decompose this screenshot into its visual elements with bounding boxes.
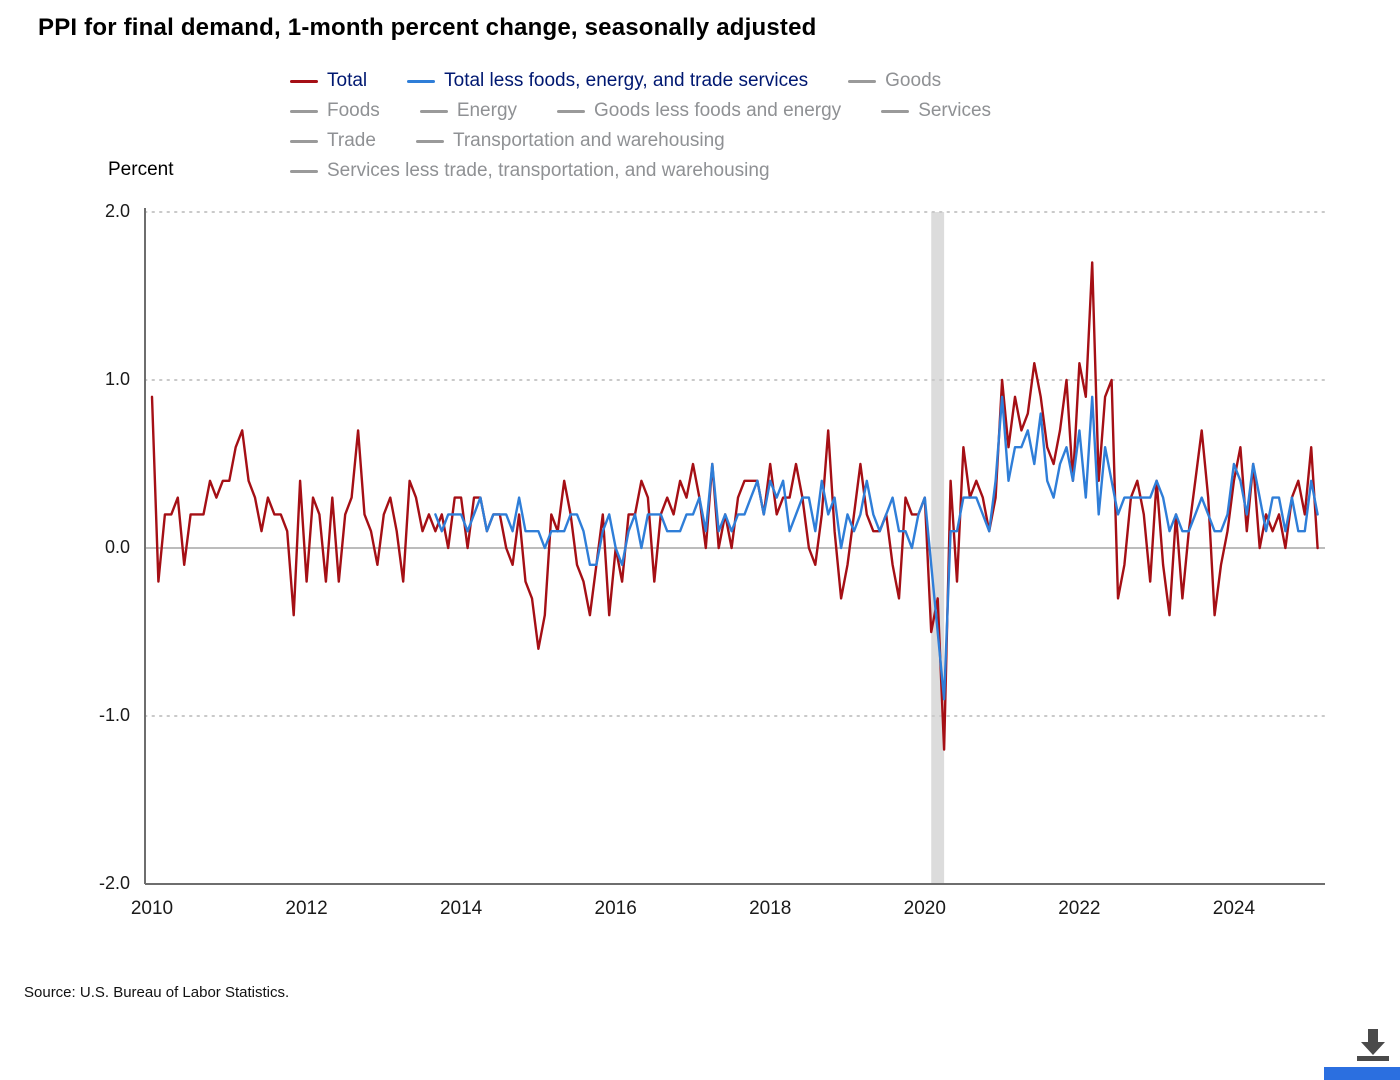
legend-item-services[interactable]: Services [881,100,991,122]
legend-swatch-icon [881,109,910,113]
legend-swatch-icon [848,79,877,83]
legend: Total Total less foods, energy, and trade… [290,66,991,186]
legend-swatch-icon [419,109,448,113]
x-tick-label: 2016 [594,898,637,919]
legend-row: Total Total less foods, energy, and trade… [290,66,991,96]
source-note: Source: U.S. Bureau of Labor Statistics. [24,984,290,1001]
legend-swatch-icon [407,79,436,83]
x-tick-label: 2014 [439,898,483,919]
legend-row: Foods Energy Goods less foods and energy Se… [290,96,991,126]
x-tick-label: 2010 [130,898,174,919]
y-axis-unit-label: Percent [108,159,174,180]
legend-item-goods[interactable]: Goods [848,70,941,92]
legend-item-label: Total less foods, energy, and trade serv… [444,70,809,91]
series-total [150,261,1319,751]
legend-item-goods-less-foods-and-energy[interactable]: Goods less foods and energy [557,100,841,122]
legend-swatch-icon [557,109,586,113]
legend-item-foods[interactable]: Foods [290,100,380,122]
bottom-right-blue-bar [1324,1067,1400,1080]
legend-item-transportation-and-warehousing[interactable]: Transportation and warehousing [415,130,725,152]
legend-swatch-icon [290,79,318,83]
legend-item-total[interactable]: Total [290,70,367,92]
legend-item-services-less-trade-transportation-and-warehousing[interactable]: Services less trade, transportation, and… [290,160,770,182]
download-button[interactable] [1350,1026,1396,1066]
page-title: PPI for final demand, 1-month percent ch… [38,14,817,41]
legend-item-label: Total [327,70,368,91]
legend-swatch-icon [290,109,318,113]
y-tick-label: 1.0 [104,369,130,389]
download-icon [1357,1028,1389,1061]
y-tick-label: -2.0 [98,873,130,893]
y-tick-label: -1.0 [98,705,130,725]
legend-item-trade[interactable]: Trade [290,130,376,152]
legend-row: Trade Transportation and warehousing [290,126,991,156]
y-tick-label: 2.0 [104,201,130,221]
legend-item-label: Services [918,100,992,121]
legend-item-label: Foods [327,100,380,121]
legend-swatch-icon [290,169,318,173]
x-tick-label: 2020 [903,898,946,919]
legend-row: Services less trade, transportation, and… [290,156,991,186]
legend-item-label: Goods less foods and energy [594,100,842,121]
series-total-less-foods-energy-and-trade-services [434,395,1319,701]
x-tick-label: 2018 [749,898,792,919]
legend-item-label: Energy [456,100,518,121]
x-tick-label: 2012 [285,898,328,919]
legend-item-energy[interactable]: Energy [419,100,518,122]
y-tick-label: 0.0 [104,537,130,557]
x-tick-label: 2024 [1212,898,1256,919]
legend-item-label: Transportation and warehousing [452,130,725,151]
legend-item-label: Services less trade, transportation, and… [327,160,770,181]
legend-item-label: Goods [885,70,942,91]
legend-item-total-less-foods-energy-and-trade-services[interactable]: Total less foods, energy, and trade serv… [407,70,808,92]
x-tick-label: 2022 [1058,898,1101,919]
legend-swatch-icon [415,139,444,143]
legend-swatch-icon [290,139,318,143]
legend-item-label: Trade [327,130,376,151]
recession-band [931,212,945,884]
